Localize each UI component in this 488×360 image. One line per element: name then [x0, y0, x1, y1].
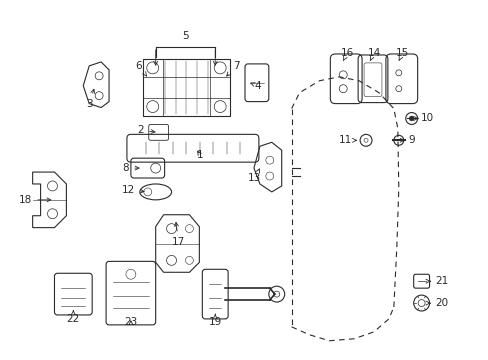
Text: 8: 8 — [122, 163, 139, 173]
Circle shape — [408, 116, 413, 121]
Text: 20: 20 — [435, 298, 447, 308]
Text: 21: 21 — [435, 276, 448, 286]
Text: 11: 11 — [338, 135, 351, 145]
Text: 16: 16 — [340, 48, 353, 61]
Text: 9: 9 — [408, 135, 414, 145]
Text: 5: 5 — [182, 31, 188, 41]
Text: 23: 23 — [124, 317, 137, 327]
Text: 1: 1 — [197, 150, 203, 160]
Text: 13: 13 — [248, 169, 261, 183]
Text: 15: 15 — [395, 48, 408, 61]
Text: 19: 19 — [208, 314, 222, 327]
Text: 10: 10 — [420, 113, 433, 123]
Text: 6: 6 — [135, 61, 146, 76]
Text: 17: 17 — [172, 222, 185, 247]
Text: 22: 22 — [66, 311, 80, 324]
Text: 4: 4 — [250, 81, 261, 91]
Text: 18: 18 — [19, 195, 51, 205]
Text: 2: 2 — [137, 125, 155, 135]
Text: 7: 7 — [226, 61, 239, 76]
Text: 3: 3 — [86, 89, 94, 109]
Text: 12: 12 — [122, 185, 144, 195]
Text: 14: 14 — [366, 48, 380, 61]
